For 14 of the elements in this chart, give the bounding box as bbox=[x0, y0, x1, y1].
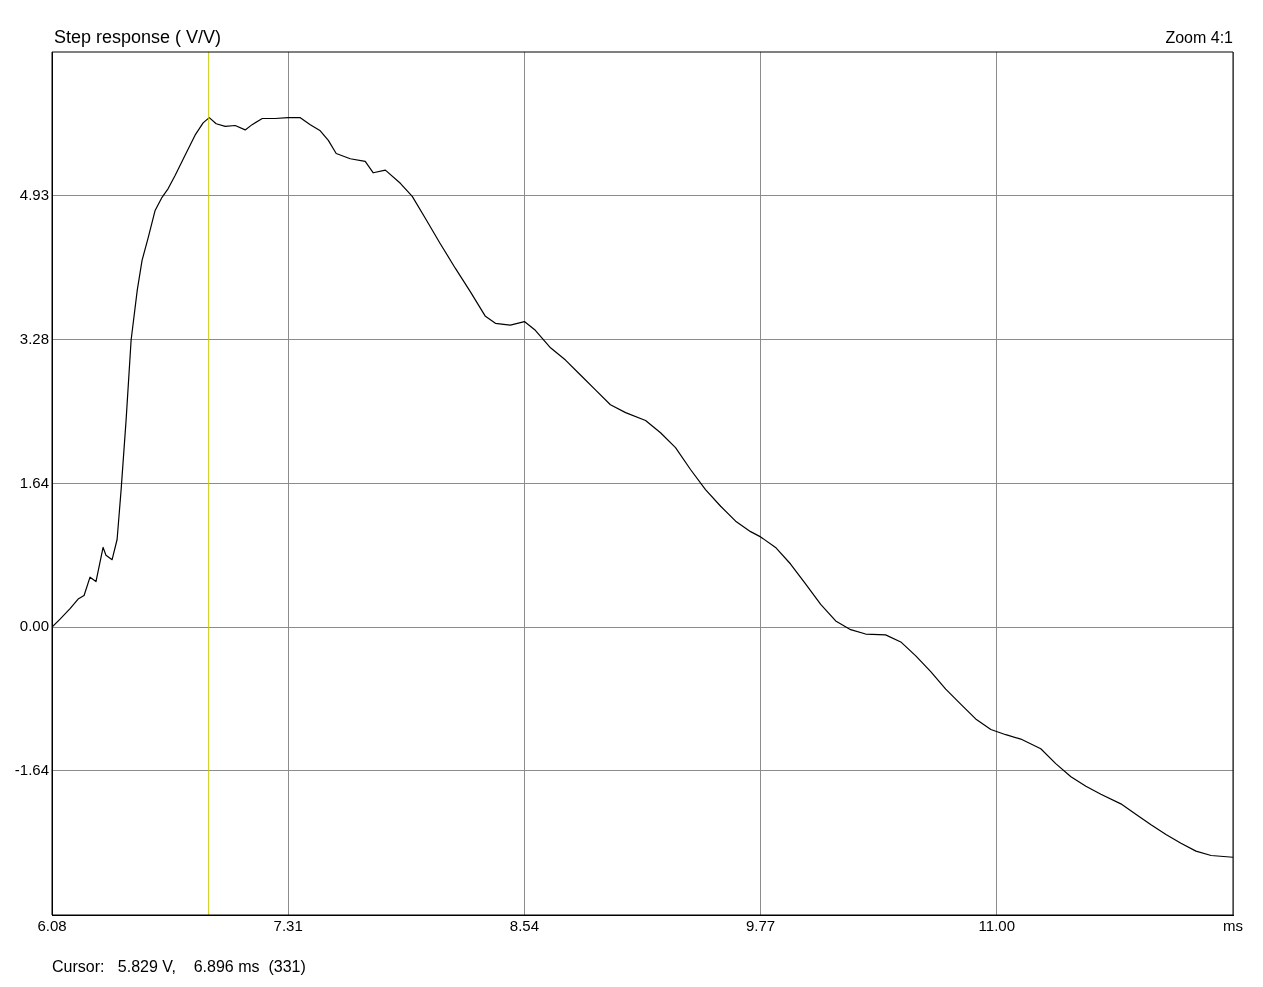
x-tick-label: 8.54 bbox=[509, 917, 539, 935]
y-tick-label: 3.28 bbox=[19, 330, 49, 348]
x-tick-label: 9.77 bbox=[746, 917, 776, 935]
text: Cursor: 5.829 V, 6.896 ms (331) bbox=[52, 958, 306, 975]
chart-title: Step response ( V/V) bbox=[54, 27, 222, 47]
text: Zoom 4:1 bbox=[1165, 29, 1234, 46]
x-tick-label: 11.00 bbox=[978, 917, 1016, 935]
y-tick-label: 1.64 bbox=[19, 473, 49, 491]
y-tick-label: 4.93 bbox=[19, 185, 49, 203]
y-tick-label: -1.64 bbox=[14, 760, 49, 778]
x-tick-label: 6.08 bbox=[37, 917, 67, 935]
x-tick-label: ms bbox=[1223, 917, 1243, 935]
y-tick-label: 0.00 bbox=[19, 617, 49, 635]
x-tick-label: 7.31 bbox=[273, 917, 303, 935]
